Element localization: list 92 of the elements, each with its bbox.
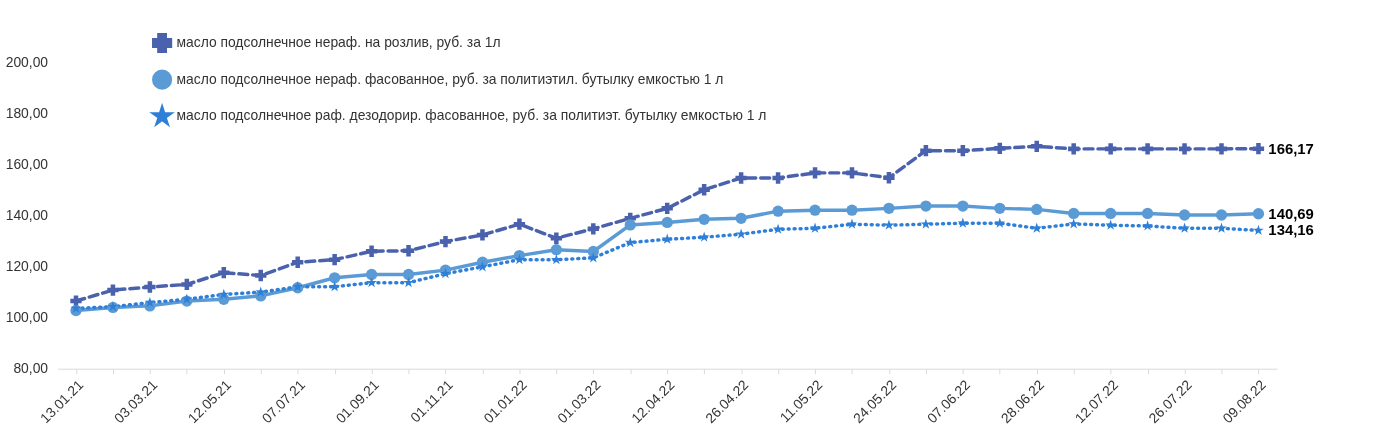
point xyxy=(1104,143,1117,155)
point xyxy=(1142,220,1153,231)
point xyxy=(957,217,969,228)
point xyxy=(328,272,341,284)
point xyxy=(698,184,710,196)
data-label: 166,17 xyxy=(1268,140,1314,157)
legend-label: масло подсолнечное нераф. фасованное, руб. за политиэтил. бутылку емкостью 1 л xyxy=(176,70,724,87)
data-label: 134,16 xyxy=(1268,222,1314,239)
point xyxy=(1178,143,1191,155)
point xyxy=(255,269,267,282)
point xyxy=(513,218,526,230)
y-tick-label: 160,00 xyxy=(5,155,49,172)
point xyxy=(477,261,488,272)
point xyxy=(402,268,415,281)
point xyxy=(218,267,230,279)
point xyxy=(587,252,599,263)
point xyxy=(920,200,932,212)
point xyxy=(846,218,858,229)
point xyxy=(698,213,710,225)
point xyxy=(1141,207,1154,220)
point xyxy=(439,235,452,248)
point xyxy=(883,172,895,184)
point xyxy=(1031,140,1043,152)
point xyxy=(624,236,636,248)
point xyxy=(1252,143,1265,155)
point xyxy=(292,256,304,268)
y-tick-label: 120,00 xyxy=(5,258,49,275)
point xyxy=(1141,143,1154,155)
point xyxy=(920,218,932,229)
point xyxy=(1178,209,1191,221)
point xyxy=(218,288,230,299)
point xyxy=(550,232,563,244)
point xyxy=(514,254,525,265)
point xyxy=(994,142,1006,155)
point xyxy=(1068,218,1080,229)
point xyxy=(735,212,747,224)
point xyxy=(846,204,858,216)
point xyxy=(587,223,599,235)
point xyxy=(735,228,747,239)
point xyxy=(661,202,673,215)
point xyxy=(994,202,1006,214)
point xyxy=(328,254,341,266)
point xyxy=(1215,143,1228,155)
point xyxy=(883,219,895,230)
point xyxy=(365,268,378,281)
point xyxy=(772,223,784,234)
point xyxy=(1104,207,1117,220)
point xyxy=(920,145,932,157)
point xyxy=(107,284,119,296)
point xyxy=(1068,207,1080,220)
point xyxy=(440,268,451,279)
point xyxy=(772,205,784,217)
point xyxy=(476,229,489,241)
legend-label: масло подсолнечное раф. дезодорир. фасованное, руб. за политиэт. бутылку емкостью 1 л xyxy=(176,107,767,124)
point xyxy=(1031,203,1043,216)
data-label: 140,69 xyxy=(1268,205,1314,222)
point xyxy=(1105,219,1117,230)
point xyxy=(1215,209,1228,221)
point xyxy=(402,245,415,257)
point xyxy=(1253,224,1264,235)
y-tick-label: 80,00 xyxy=(13,360,49,377)
point xyxy=(957,145,969,157)
point xyxy=(735,172,747,184)
point xyxy=(329,281,341,292)
point xyxy=(661,216,673,229)
point xyxy=(809,204,821,216)
point xyxy=(1216,222,1227,233)
point xyxy=(1068,143,1080,155)
point xyxy=(809,167,821,179)
legend-label: масло подсолнечное нераф. на розлив, руб. за 1л xyxy=(176,33,501,50)
point xyxy=(365,245,378,257)
y-tick-label: 200,00 xyxy=(5,53,49,70)
point xyxy=(957,200,969,212)
point xyxy=(587,245,599,258)
point xyxy=(144,281,156,293)
point xyxy=(144,296,156,308)
point xyxy=(1252,208,1265,220)
y-tick-label: 100,00 xyxy=(5,309,49,326)
point xyxy=(772,172,784,184)
point xyxy=(181,278,193,291)
point xyxy=(624,219,636,231)
point xyxy=(846,167,858,179)
point xyxy=(661,233,673,244)
point xyxy=(1179,222,1190,233)
point xyxy=(883,202,895,214)
point xyxy=(994,217,1006,228)
point xyxy=(809,222,821,233)
point xyxy=(698,231,710,242)
point xyxy=(550,244,563,256)
y-tick-label: 180,00 xyxy=(5,104,49,121)
y-tick-label: 140,00 xyxy=(5,206,49,223)
point xyxy=(366,277,377,288)
